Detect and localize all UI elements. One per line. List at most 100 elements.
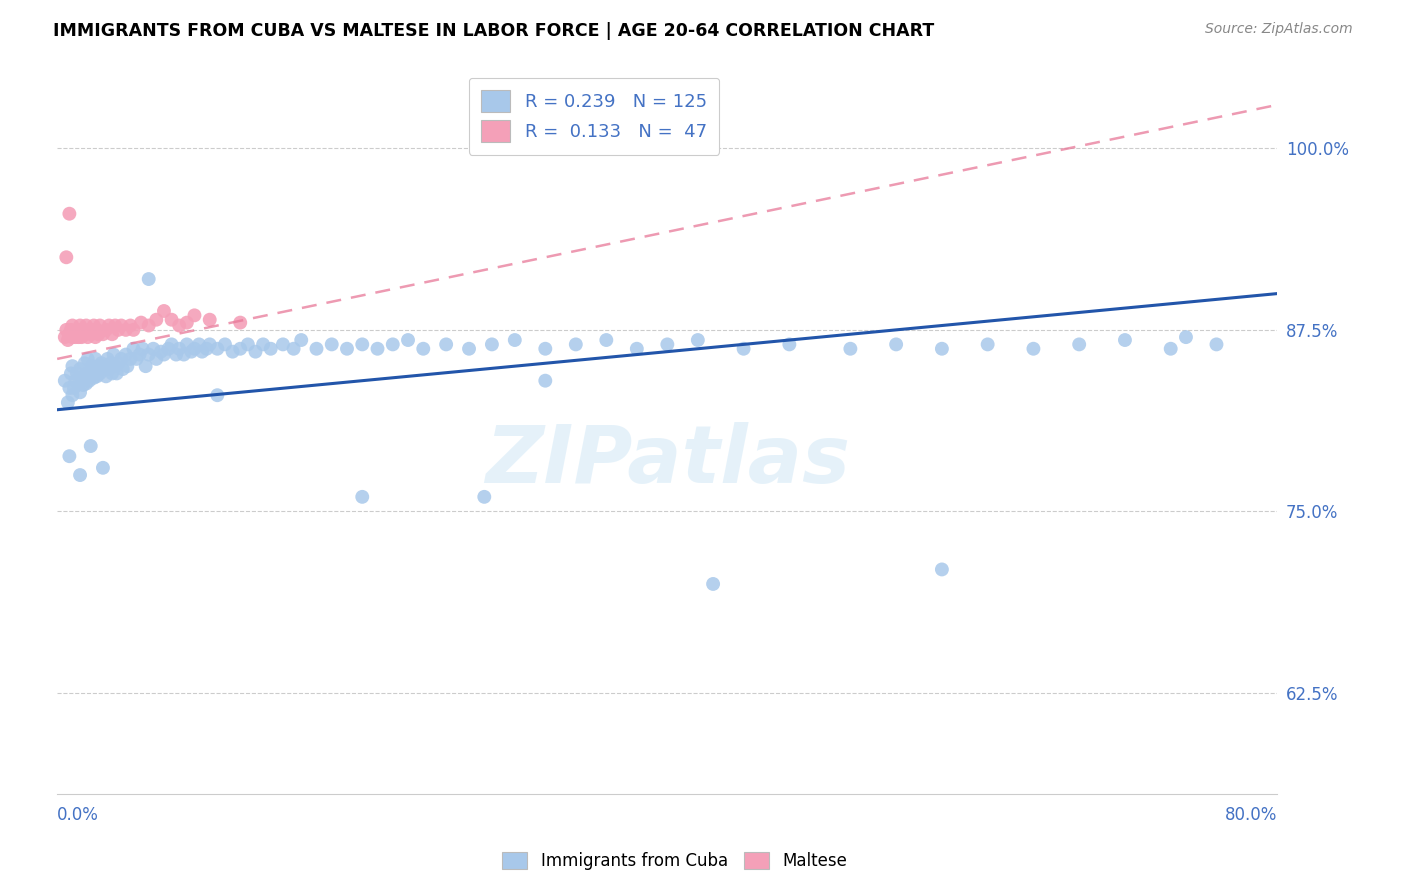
Point [66,367,89,381]
Point [1175,330,1198,344]
Point [87,359,110,374]
Text: ZIPatlas: ZIPatlas [485,422,849,500]
Point [87,327,110,342]
Point [117,359,139,374]
Point [472,490,495,504]
Point [157,342,180,356]
Point [122,342,145,356]
Point [271,337,294,351]
Point [69,362,91,376]
Point [381,337,404,351]
Legend: R = 0.239   N = 125, R =  0.133   N =  47: R = 0.239 N = 125, R = 0.133 N = 47 [468,78,720,155]
Point [69,323,91,337]
Point [83,318,105,333]
Point [114,347,136,361]
Point [114,323,136,337]
Point [75,376,97,391]
Point [221,344,243,359]
Point [83,371,105,385]
Text: 80.0%: 80.0% [1225,806,1278,824]
Point [145,351,167,366]
Point [89,367,111,381]
Point [86,323,108,337]
Point [56,333,79,347]
Point [55,323,77,337]
Text: IMMIGRANTS FROM CUBA VS MALTESE IN LABOR FORCE | AGE 20-64 CORRELATION CHART: IMMIGRANTS FROM CUBA VS MALTESE IN LABOR… [53,22,935,40]
Point [107,323,129,337]
Point [104,318,127,333]
Point [138,347,160,361]
Point [236,337,259,351]
Point [110,318,132,333]
Point [733,342,755,356]
Point [94,369,117,384]
Point [195,342,218,356]
Point [702,577,724,591]
Point [336,342,359,356]
Point [58,381,80,395]
Point [86,369,108,384]
Point [77,323,100,337]
Point [58,207,80,221]
Point [72,378,94,392]
Point [75,318,97,333]
Point [125,351,148,366]
Point [503,333,526,347]
Point [1022,342,1045,356]
Point [69,318,91,333]
Point [145,312,167,326]
Text: 0.0%: 0.0% [58,806,98,824]
Point [160,312,183,326]
Point [55,250,77,264]
Point [91,362,114,376]
Point [70,371,93,385]
Point [77,374,100,388]
Point [534,342,557,356]
Point [176,337,198,351]
Point [191,344,214,359]
Point [198,337,221,351]
Point [100,356,122,370]
Point [120,318,142,333]
Point [65,374,87,388]
Point [352,337,374,351]
Point [73,356,96,370]
Point [434,337,457,351]
Point [173,347,195,361]
Point [1069,337,1091,351]
Point [131,342,153,356]
Point [884,337,907,351]
Point [62,330,84,344]
Text: Source: ZipAtlas.com: Source: ZipAtlas.com [1205,22,1353,37]
Point [69,468,91,483]
Point [931,562,953,576]
Point [153,304,176,318]
Point [165,347,187,361]
Point [103,347,125,361]
Point [59,323,82,337]
Point [62,318,84,333]
Point [91,327,114,342]
Point [62,388,84,402]
Point [534,374,557,388]
Point [93,359,115,374]
Legend: Immigrants from Cuba, Maltese: Immigrants from Cuba, Maltese [495,845,855,877]
Point [176,316,198,330]
Point [352,490,374,504]
Point [67,330,90,344]
Point [366,342,388,356]
Point [183,342,205,356]
Point [107,356,129,370]
Point [66,323,89,337]
Point [290,333,312,347]
Point [412,342,434,356]
Point [98,318,121,333]
Point [481,337,503,351]
Point [84,362,107,376]
Point [80,327,103,342]
Point [138,272,160,286]
Point [245,344,267,359]
Point [129,316,152,330]
Point [90,356,112,370]
Point [80,439,103,453]
